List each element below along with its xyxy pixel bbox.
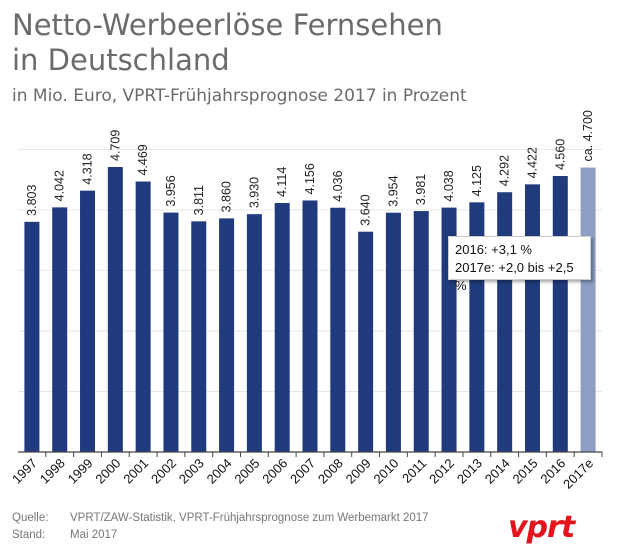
bar-2016 bbox=[552, 176, 568, 453]
data-label-1999: 4.318 bbox=[81, 153, 95, 184]
chart-subtitle: in Mio. Euro, VPRT-Frühjahrsprognose 201… bbox=[12, 86, 467, 106]
bar-2010 bbox=[385, 212, 401, 452]
bar-2011 bbox=[413, 211, 429, 452]
bar-1997 bbox=[24, 221, 40, 452]
x-tick-label-2004: 2004 bbox=[204, 456, 235, 487]
data-label-2011: 3.981 bbox=[414, 174, 428, 205]
x-tick-label-2005: 2005 bbox=[231, 456, 262, 487]
data-label-2005: 3.930 bbox=[247, 177, 261, 208]
x-tick-label-2015: 2015 bbox=[510, 456, 541, 487]
data-label-2008: 4.036 bbox=[331, 170, 345, 201]
x-tick-label-2008: 2008 bbox=[315, 456, 346, 487]
x-tick-label-2001: 2001 bbox=[120, 456, 151, 487]
date-label: Stand: bbox=[12, 529, 46, 541]
bar-2004 bbox=[219, 218, 235, 452]
data-label-1997: 3.803 bbox=[25, 185, 39, 216]
bar-2015 bbox=[524, 184, 540, 452]
x-tick-label-2006: 2006 bbox=[259, 456, 290, 487]
x-tick-label-2007: 2007 bbox=[287, 456, 318, 487]
data-label-2003: 3.811 bbox=[192, 185, 206, 215]
data-label-2017e: ca. 4.700 bbox=[581, 110, 595, 161]
bar-2009 bbox=[358, 231, 374, 452]
bar-2007 bbox=[302, 200, 318, 452]
date-text: Mai 2017 bbox=[70, 529, 118, 541]
data-label-2013: 4.125 bbox=[470, 165, 484, 196]
growth-callout: 2016: +3,1 % 2017e: +2,0 bis +2,5 % bbox=[448, 236, 591, 293]
bar-2001 bbox=[135, 181, 151, 452]
data-label-2016: 4.560 bbox=[553, 139, 567, 170]
x-tick-label-2011: 2011 bbox=[399, 456, 429, 486]
footer: Quelle: VPRT/ZAW-Statistik, VPRT-Frühjah… bbox=[12, 510, 429, 544]
x-tick-label-2000: 2000 bbox=[92, 456, 123, 487]
bar-2008 bbox=[330, 207, 346, 452]
x-tick-label-2003: 2003 bbox=[176, 456, 207, 487]
chart-title-line1: Netto-Werbeerlöse Fernsehen bbox=[12, 8, 443, 42]
x-tick-label-2010: 2010 bbox=[370, 456, 401, 487]
x-tick-label-2013: 2013 bbox=[454, 456, 485, 487]
bar-2017e bbox=[580, 167, 596, 452]
data-label-2010: 3.954 bbox=[386, 175, 400, 206]
callout-line-2017e: 2017e: +2,0 bis +2,5 % bbox=[455, 260, 574, 293]
bar-2005 bbox=[246, 214, 262, 452]
callout-line-2016: 2016: +3,1 % bbox=[455, 242, 532, 257]
x-tick-label-2014: 2014 bbox=[482, 456, 513, 487]
x-tick-label-2012: 2012 bbox=[426, 456, 457, 487]
bar-2006 bbox=[274, 203, 290, 452]
data-label-2004: 3.860 bbox=[220, 181, 234, 212]
x-tick-label-1997: 1997 bbox=[9, 456, 40, 487]
data-label-2012: 4.038 bbox=[442, 170, 456, 201]
chart-title: Netto-Werbeerlöse Fernsehen in Deutschla… bbox=[12, 8, 443, 78]
x-tick-label-1999: 1999 bbox=[65, 456, 96, 487]
bar-2014 bbox=[497, 192, 513, 452]
bar-2002 bbox=[163, 212, 179, 452]
data-label-2014: 4.292 bbox=[498, 155, 512, 186]
source-text: VPRT/ZAW-Statistik, VPRT-Frühjahrsprogno… bbox=[70, 512, 429, 524]
x-tick-label-2017e: 2017e bbox=[560, 456, 596, 492]
chart-title-line2: in Deutschland bbox=[12, 43, 230, 77]
data-label-2015: 4.422 bbox=[525, 147, 539, 178]
source-label: Quelle: bbox=[12, 512, 49, 524]
bar-1998 bbox=[52, 207, 68, 452]
data-label-2006: 4.114 bbox=[275, 167, 289, 197]
bar-1999 bbox=[80, 190, 96, 453]
vprt-logo: vprt bbox=[508, 510, 575, 545]
data-label-1998: 4.042 bbox=[53, 170, 67, 201]
x-tick-label-1998: 1998 bbox=[37, 456, 68, 487]
data-label-2001: 4.469 bbox=[136, 144, 150, 175]
x-tick-label-2009: 2009 bbox=[343, 456, 374, 487]
data-label-2009: 3.640 bbox=[359, 194, 373, 225]
x-tick-label-2002: 2002 bbox=[148, 456, 179, 487]
bar-2003 bbox=[191, 221, 207, 452]
data-label-2000: 4.709 bbox=[108, 130, 122, 161]
bar-2000 bbox=[107, 167, 123, 452]
data-label-2007: 4.156 bbox=[303, 163, 317, 194]
data-label-2002: 3.956 bbox=[164, 175, 178, 206]
